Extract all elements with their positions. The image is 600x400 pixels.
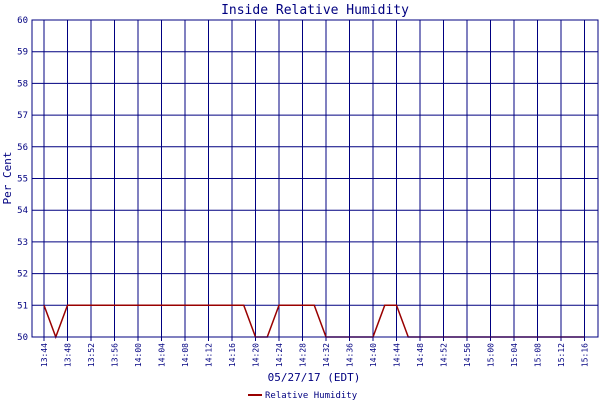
x-tick-label: 14:16 [228,343,237,367]
y-tick-label: 59 [17,48,28,58]
x-tick-label: 14:00 [134,343,143,367]
y-tick-label: 57 [17,111,28,121]
x-tick-label: 13:48 [64,343,73,367]
x-tick-label: 13:56 [111,343,120,367]
x-tick-label: 14:08 [181,343,190,367]
x-tick-label: 14:32 [322,343,331,367]
x-tick-label: 15:04 [510,343,519,367]
grid [32,19,598,341]
x-tick-label: 14:04 [158,343,167,367]
y-tick-label: 58 [17,79,28,89]
x-axis-label: 05/27/17 (EDT) [268,371,361,384]
x-tick-label: 15:12 [557,343,566,367]
series [43,304,585,340]
x-tick-label: 13:52 [87,343,96,367]
plot-frame [31,19,599,338]
y-tick-labels: 50 51 52 53 54 55 56 57 58 59 60 [17,16,28,343]
x-tick-labels: 13:44 13:48 13:52 13:56 14:00 14:04 14:08 14:12… [40,343,590,367]
x-tick-label: 13:44 [40,343,49,367]
y-tick-label: 50 [17,333,28,343]
x-tick-label: 15:00 [487,343,496,367]
y-tick-label: 54 [17,206,28,216]
series-line [43,304,585,340]
legend-label: Relative Humidity [265,391,358,400]
x-tick-label: 14:44 [393,343,402,367]
x-tick-label: 14:56 [463,343,472,367]
x-tick-label: 14:52 [440,343,449,367]
y-tick-label: 56 [17,143,28,153]
x-tick-label: 14:12 [205,343,214,367]
x-tick-label: 14:24 [275,343,284,367]
x-tick-label: 15:16 [581,343,590,367]
x-tick-label: 14:28 [299,343,308,367]
y-tick-label: 60 [17,16,28,26]
chart-title: Inside Relative Humidity [221,3,409,18]
x-tick-label: 15:08 [534,343,543,367]
x-tick-label: 14:20 [252,343,261,367]
x-tick-label: 14:48 [416,343,425,367]
x-tick-label: 14:40 [369,343,378,367]
y-axis-label: Per Cent [1,152,14,205]
y-tick-label: 51 [17,301,28,311]
y-tick-label: 52 [17,270,28,280]
y-tick-label: 53 [17,238,28,248]
y-tick-label: 55 [17,175,28,185]
legend: Relative Humidity [248,391,358,400]
x-tick-label: 14:36 [346,343,355,367]
